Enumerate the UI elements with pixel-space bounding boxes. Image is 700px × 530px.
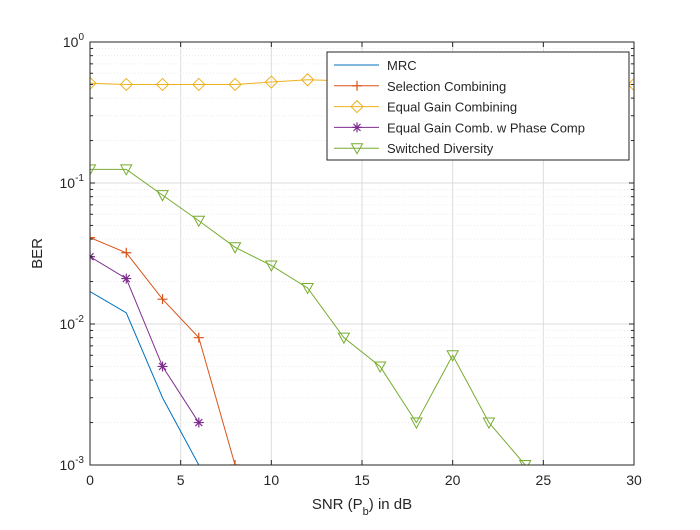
x-tick-label: 25 (536, 472, 552, 488)
data-point (301, 283, 314, 295)
data-point (157, 361, 168, 372)
legend-box (326, 51, 630, 161)
data-point (90, 76, 97, 90)
legend-swatch-marker (352, 122, 362, 133)
data-point (90, 232, 95, 243)
data-point (627, 77, 634, 92)
data-point (156, 190, 169, 202)
legend: MRC Selection Combining Equal Gain Combini… (326, 51, 630, 161)
series-line (90, 256, 200, 423)
y-axis-label: BER (29, 238, 46, 269)
x-tick-label: 5 (177, 472, 185, 488)
data-point (228, 77, 242, 92)
data-point (119, 77, 133, 92)
data-point (410, 417, 423, 430)
x-axis-label-subscript: b (363, 506, 369, 518)
legend-swatch-marker (350, 99, 364, 114)
data-point (446, 350, 460, 362)
data-point (264, 260, 278, 273)
x-axis-label-main: SNR (P (312, 496, 363, 513)
data-point (264, 75, 279, 89)
x-axis-label-suffix: ) in dB (369, 496, 412, 513)
data-point (121, 247, 132, 258)
x-tick-label: 15 (354, 472, 370, 488)
x-axis-label: SNR (Pb) in dB (312, 496, 412, 518)
series-line (90, 291, 200, 465)
legend-item: Selection Combining (334, 79, 506, 94)
y-tick-label: 100 (63, 32, 85, 50)
x-tick-label: 20 (445, 472, 461, 488)
data-point (90, 164, 97, 176)
data-point (230, 460, 241, 465)
legend-item: Switched Diversity (334, 141, 494, 156)
ticks: 0 5 10 15 20 25 30 100 10-1 10-2 10-3 (60, 32, 642, 488)
legend-item: Equal Gain Comb. w Phase Comp (334, 120, 585, 135)
data-point (482, 417, 496, 430)
data-point (193, 332, 204, 343)
legend-label: Equal Gain Comb. w Phase Comp (387, 120, 585, 135)
legend-label: Equal Gain Combining (387, 100, 517, 115)
data-point (121, 273, 132, 284)
data-point (373, 361, 387, 373)
x-tick-label: 30 (626, 472, 642, 488)
series-line (90, 168, 526, 465)
x-tick-label: 0 (86, 472, 94, 488)
legend-label: MRC (387, 58, 417, 73)
y-tick-label: 10-2 (60, 314, 85, 332)
data-point (157, 294, 168, 305)
data-point (228, 242, 242, 254)
data-point (192, 215, 206, 228)
data-point (193, 417, 204, 428)
series-1 (90, 232, 241, 465)
legend-item: Equal Gain Combining (334, 100, 517, 115)
legend-swatch-marker (352, 80, 362, 91)
data-point (300, 73, 315, 87)
legend-label: Selection Combining (387, 79, 506, 94)
series-4 (90, 164, 532, 465)
legend-label: Switched Diversity (387, 141, 494, 156)
data-point (155, 77, 170, 92)
x-tick-label: 10 (264, 472, 280, 488)
y-tick-label: 10-3 (60, 455, 85, 473)
data-point (192, 77, 206, 92)
legend-item: MRC (334, 58, 417, 73)
data-point (119, 164, 133, 176)
data-point (337, 332, 351, 345)
series-3 (90, 251, 204, 428)
series-0 (90, 291, 200, 465)
legend-swatch-marker (350, 143, 364, 155)
y-tick-label: 10-1 (60, 173, 85, 191)
data-point (518, 460, 532, 465)
